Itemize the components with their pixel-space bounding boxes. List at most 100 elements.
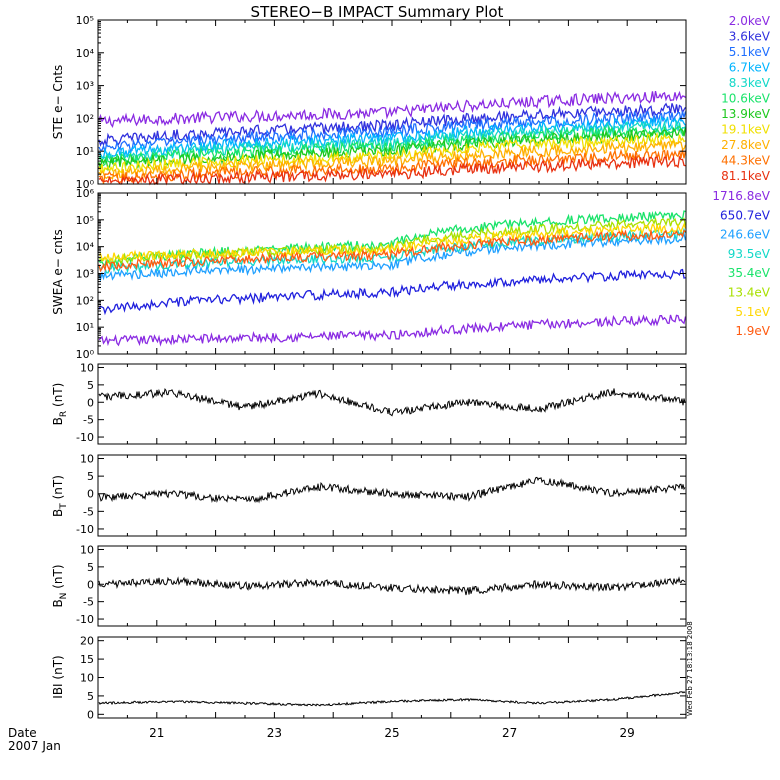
ste-legend-entry: 27.8keV bbox=[721, 138, 771, 152]
ste-legend-entry: 2.0keV bbox=[729, 14, 771, 28]
bt-ytick-label: -10 bbox=[76, 523, 94, 536]
x-tick-label: 27 bbox=[502, 726, 517, 740]
swea-ytick-label: 10⁶ bbox=[76, 187, 95, 200]
bn-ylabel-sub: N bbox=[59, 593, 69, 600]
ste-legend-entry: 44.3keV bbox=[721, 154, 771, 168]
x-tick-label: 21 bbox=[149, 726, 164, 740]
ste-ylabel: STE e− Cnts bbox=[51, 65, 65, 140]
ste-series-line bbox=[98, 154, 686, 186]
swea-ytick-label: 10⁰ bbox=[76, 348, 95, 361]
panel-bmag: 20 15 10 5 0 IBI (nT) 21 23 25 27 29 bbox=[51, 635, 687, 740]
br-ylabel: BR (nT) bbox=[51, 383, 69, 426]
ste-legend-entry: 3.6keV bbox=[729, 30, 771, 44]
br-trace bbox=[98, 388, 686, 417]
swea-series-line bbox=[98, 222, 687, 263]
x-tick-label: 25 bbox=[384, 726, 399, 740]
swea-series-line bbox=[98, 232, 687, 282]
panel-br-frame bbox=[97, 363, 687, 445]
ste-series-line bbox=[98, 90, 686, 128]
bmag-ytick-label: 10 bbox=[80, 672, 94, 685]
ste-ytick-label: 10⁵ bbox=[76, 14, 94, 27]
swea-legend: 1716.8eV 650.7eV 246.6eV 93.5eV 35.4eV 13.4eV… bbox=[712, 189, 770, 338]
ste-series-line bbox=[98, 124, 687, 168]
ste-legend-entry: 6.7keV bbox=[729, 61, 771, 75]
bmag-trace bbox=[98, 691, 686, 707]
br-ytick-label: -10 bbox=[76, 431, 94, 444]
swea-legend-entry: 1.9eV bbox=[735, 324, 770, 338]
panel-swea-traces bbox=[98, 210, 687, 347]
br-ylabel-sub: R bbox=[59, 411, 69, 417]
svg-text:BR (nT): BR (nT) bbox=[51, 383, 69, 426]
swea-ytick-label: 10¹ bbox=[76, 321, 94, 334]
br-ylabel-unit: (nT) bbox=[51, 383, 65, 407]
date-label: Date bbox=[8, 726, 37, 740]
swea-legend-entry: 13.4eV bbox=[728, 286, 771, 300]
swea-series-line bbox=[98, 268, 686, 316]
panel-br: 10 5 0 -5 -10 BR (nT) bbox=[51, 361, 687, 445]
bt-ytick-label: 10 bbox=[80, 453, 94, 466]
swea-legend-entry: 1716.8eV bbox=[712, 189, 770, 203]
swea-ylabel: SWEA e− cnts bbox=[51, 229, 65, 315]
bn-ytick-label: -10 bbox=[76, 613, 94, 626]
panel-bn: 10 5 0 -5 -10 BN (nT) bbox=[51, 543, 687, 627]
bt-ylabel-main: B bbox=[51, 509, 65, 517]
bt-ytick-label: -5 bbox=[83, 505, 94, 518]
x-tick-label: 23 bbox=[267, 726, 282, 740]
panel-ste: 10⁰ 10¹ 10² 10³ 10⁴ 10⁵ STE e− Cnts 2.0keV 3.6… bbox=[51, 14, 771, 191]
plot-title: STEREO−B IMPACT Summary Plot bbox=[251, 3, 504, 21]
bt-ylabel: BT (nT) bbox=[51, 475, 69, 517]
bn-ylabel-main: B bbox=[51, 599, 65, 607]
bn-ytick-label: 10 bbox=[80, 543, 94, 556]
ste-legend-entry: 81.1keV bbox=[721, 169, 771, 183]
br-ylabel-main: B bbox=[51, 417, 65, 425]
ste-series-line bbox=[98, 110, 687, 152]
bt-ytick-label: 0 bbox=[87, 488, 94, 501]
panel-bmag-frame bbox=[97, 636, 687, 719]
swea-legend-entry: 650.7eV bbox=[720, 208, 771, 222]
ste-series-line bbox=[98, 139, 687, 181]
panel-bt-frame bbox=[97, 454, 687, 537]
bn-ytick-label: 0 bbox=[87, 578, 94, 591]
bn-ytick-label: -5 bbox=[83, 596, 94, 609]
bn-ylabel-unit: (nT) bbox=[51, 564, 65, 588]
ste-legend-entry: 5.1keV bbox=[729, 45, 771, 59]
ste-series-line bbox=[98, 115, 687, 160]
panel-bt: 10 5 0 -5 -10 BT (nT) bbox=[51, 453, 687, 537]
bn-ylabel: BN (nT) bbox=[51, 564, 69, 607]
ste-legend-entry: 19.1keV bbox=[721, 123, 771, 137]
panel-swea: 10⁰ 10¹ 10² 10³ 10⁴ 10⁵ 10⁶ SWEA e− cnts 1716.… bbox=[51, 187, 771, 361]
swea-legend-entry: 246.6eV bbox=[720, 228, 771, 242]
ste-ytick-label: 10⁰ bbox=[76, 178, 95, 191]
x-tick-labels: 21 23 25 27 29 bbox=[149, 726, 635, 740]
bn-trace bbox=[98, 576, 686, 596]
br-ytick-label: 5 bbox=[87, 379, 94, 392]
ste-ytick-label: 10² bbox=[76, 112, 94, 125]
panel-bn-frame bbox=[97, 545, 687, 627]
bt-ylabel-unit: (nT) bbox=[51, 475, 65, 499]
swea-legend-entry: 5.1eV bbox=[735, 305, 770, 319]
swea-series-line bbox=[98, 229, 686, 273]
bmag-ylabel: IBI (nT) bbox=[51, 655, 65, 698]
bmag-ytick-label: 0 bbox=[87, 708, 94, 721]
timestamp-stamp: Wed Feb 27 18:13:18 2008 bbox=[686, 621, 694, 716]
bt-ylabel-sub: T bbox=[59, 503, 69, 510]
br-ytick-label: 0 bbox=[87, 396, 94, 409]
ste-ytick-label: 10⁴ bbox=[76, 47, 95, 60]
swea-legend-entry: 35.4eV bbox=[728, 266, 771, 280]
ste-ytick-label: 10¹ bbox=[76, 145, 94, 158]
ste-series-line bbox=[98, 120, 686, 164]
br-ytick-label: -5 bbox=[83, 414, 94, 427]
swea-ytick-label: 10³ bbox=[76, 268, 94, 281]
ste-legend-entry: 8.3keV bbox=[729, 76, 771, 90]
ste-series-line bbox=[98, 126, 687, 172]
svg-text:BN (nT): BN (nT) bbox=[51, 564, 69, 607]
br-ytick-label: 10 bbox=[80, 361, 94, 374]
swea-ytick-label: 10⁵ bbox=[76, 214, 94, 227]
bt-trace bbox=[98, 476, 686, 504]
swea-series-line bbox=[98, 314, 687, 347]
swea-ytick-label: 10² bbox=[76, 294, 94, 307]
ste-legend-entry: 10.6keV bbox=[721, 92, 771, 106]
ste-ytick-label: 10³ bbox=[76, 80, 94, 93]
